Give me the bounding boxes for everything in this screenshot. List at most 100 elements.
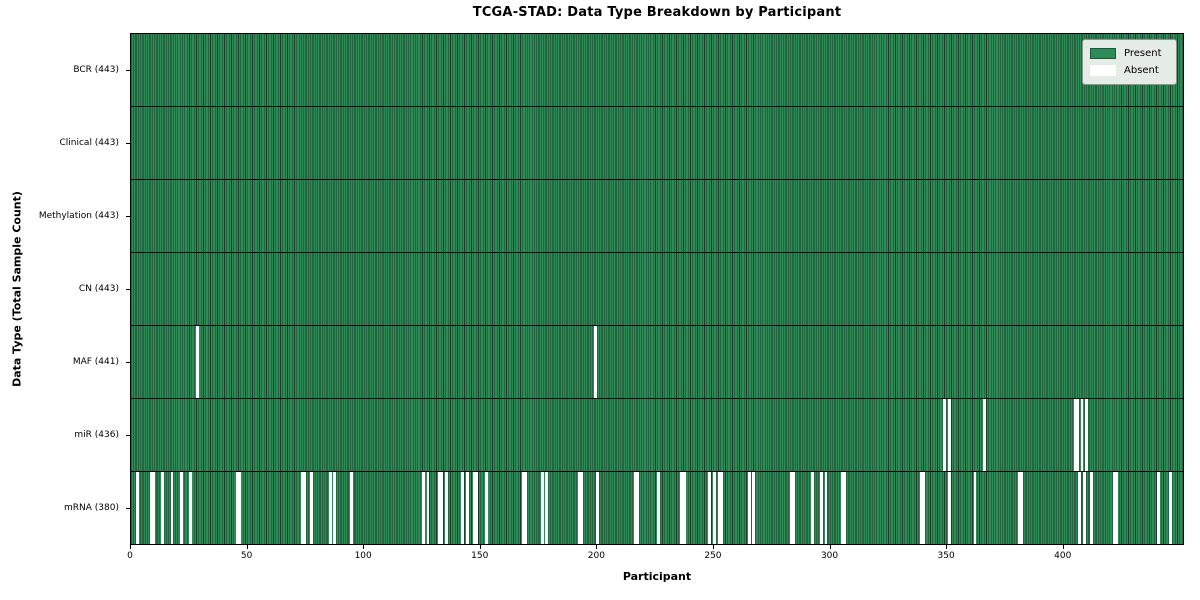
legend-entry-present: Present [1090, 45, 1168, 62]
absent-mark [161, 472, 165, 544]
y-tick-mark [126, 362, 130, 364]
x-tick-mark [130, 545, 131, 549]
absent-mark [824, 472, 828, 544]
absent-mark [1115, 472, 1119, 544]
absent-mark [580, 472, 584, 544]
legend-entry-absent: Absent [1090, 62, 1168, 79]
absent-mark [719, 472, 723, 544]
absent-mark [982, 399, 986, 471]
absent-mark [151, 472, 155, 544]
absent-mark [1085, 399, 1089, 471]
absent-mark [819, 472, 823, 544]
absent-mark [1113, 472, 1117, 544]
absent-mark [840, 472, 844, 544]
y-tick-label: CN (443) [78, 284, 119, 294]
x-tick-label: 300 [820, 551, 839, 561]
legend-swatch-absent [1090, 65, 1116, 76]
y-tick-label: Methylation (443) [38, 210, 119, 221]
x-tick-mark [596, 545, 598, 549]
x-tick-label: 200 [587, 551, 605, 561]
absent-mark [522, 472, 525, 544]
absent-mark [947, 399, 951, 471]
absent-mark [235, 472, 239, 544]
x-tick-label: 250 [704, 551, 722, 561]
absent-mark [466, 472, 470, 544]
absent-mark [1089, 472, 1093, 544]
y-tick-label: mRNA (380) [64, 503, 119, 514]
absent-mark [712, 472, 716, 544]
absent-mark [791, 472, 795, 544]
x-tick-label: 50 [240, 551, 253, 561]
absent-mark [843, 472, 847, 544]
x-tick-label: 100 [354, 551, 372, 561]
absent-mark [524, 472, 528, 544]
absent-mark [473, 472, 477, 544]
absent-mark [445, 472, 449, 544]
absent-mark [789, 472, 793, 544]
absent-mark [752, 472, 756, 544]
absent-mark [349, 472, 353, 544]
absent-mark [189, 472, 193, 544]
x-axis-title: Participant [622, 570, 692, 583]
x-tick-mark [1062, 545, 1064, 549]
absent-mark [328, 472, 332, 544]
heat-row-methylation [131, 179, 1183, 252]
x-tick-mark [712, 545, 714, 549]
y-tick-labels: BCR (443) Clinical (443) Methylation (443)… [0, 33, 126, 545]
absent-mark [1075, 399, 1079, 471]
absent-mark [1078, 472, 1082, 544]
y-tick-mark [126, 142, 130, 144]
y-tick-label: Clinical (443) [59, 137, 119, 148]
absent-mark [1017, 472, 1021, 544]
heat-row-cn [131, 252, 1183, 325]
absent-mark [717, 472, 721, 544]
heat-row-bcr [131, 34, 1183, 106]
absent-mark [708, 472, 712, 544]
legend-label: Absent [1124, 65, 1159, 76]
absent-mark [170, 472, 174, 544]
x-tick-label: 400 [1054, 551, 1072, 561]
legend-swatch-present [1090, 48, 1116, 59]
absent-mark [475, 472, 479, 544]
absent-mark [947, 472, 951, 544]
absent-mark [633, 472, 637, 544]
y-tick-mark [126, 435, 130, 437]
absent-mark [920, 472, 923, 544]
absent-mark [461, 472, 465, 544]
y-tick-mark [126, 215, 130, 217]
absent-mark [303, 472, 307, 544]
y-tick-label: BCR (443) [73, 64, 119, 75]
heat-row-clinical [131, 106, 1183, 179]
absent-mark [1073, 399, 1077, 471]
x-tick-mark [946, 545, 948, 549]
absent-mark [440, 472, 444, 544]
absent-mark [426, 472, 430, 544]
absent-mark [300, 472, 304, 544]
legend: Present Absent [1082, 39, 1177, 85]
absent-mark [922, 472, 926, 544]
x-tick-label: 150 [471, 551, 489, 561]
x-tick-label: 0 [127, 551, 133, 561]
absent-mark [1020, 472, 1023, 544]
x-tick-label: 350 [937, 551, 955, 561]
absent-mark [594, 326, 598, 398]
y-tick-mark [126, 69, 130, 71]
heat-row-mir [131, 398, 1183, 471]
y-tick-mark [126, 508, 130, 510]
absent-mark [149, 472, 153, 544]
y-tick-mark [126, 289, 130, 290]
absent-mark [973, 472, 977, 544]
x-axis: 0 50 100 150 200 250 300 350 400 [127, 545, 1184, 579]
absent-mark [680, 472, 684, 544]
absent-mark [636, 472, 639, 544]
absent-mark [577, 472, 581, 544]
x-tick-mark [829, 545, 831, 549]
absent-mark [810, 472, 814, 544]
heat-row-mrna [131, 471, 1183, 544]
x-tick-mark [363, 545, 365, 549]
absent-mark [196, 326, 200, 398]
absent-mark [179, 472, 183, 544]
absent-mark [421, 472, 425, 544]
absent-mark [135, 472, 139, 544]
